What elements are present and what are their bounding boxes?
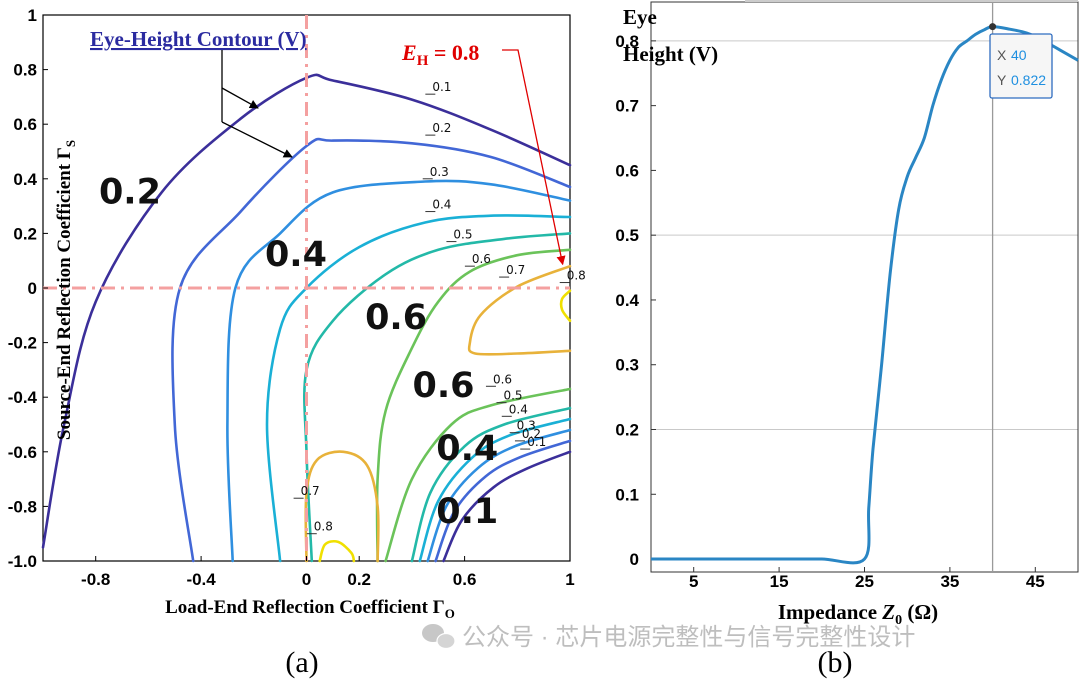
b-ytick-label: 0.4 [615, 291, 639, 310]
a-ytick-label: 0.6 [13, 115, 37, 134]
contour-label-1: 0.2 [432, 121, 451, 135]
panel-a-label: (a) [285, 646, 318, 679]
datatip-box [989, 33, 1053, 99]
b-xtick-label: 35 [940, 572, 959, 591]
datatip-tooltip: X 40 Y 0.822 [989, 33, 1053, 99]
lower-contour-0.1-5 [442, 450, 572, 563]
a-ytick-label: -0.2 [8, 334, 37, 353]
b-ytick-label: 0 [630, 550, 639, 569]
b-ytick-label: 0.7 [615, 97, 639, 116]
datatip-x-value: 40 [1011, 47, 1027, 63]
upper-contour-0.1-0 [41, 73, 572, 549]
contour-title: Eye-Height Contour (V) [90, 27, 307, 51]
a-xtick-label: -0.8 [81, 570, 110, 589]
a-ytick-label: -0.8 [8, 497, 37, 516]
region-label-0: 0.2 [99, 172, 161, 212]
eh-arrow [502, 49, 566, 266]
datatip-marker[interactable] [989, 23, 997, 31]
a-xtick-label: 0.2 [347, 570, 371, 589]
contour-label-7: 0.8 [567, 269, 586, 283]
contour-label-10: 0.4 [509, 402, 528, 416]
title-arrow-to-0.1 [221, 87, 259, 109]
contour-label-14: 0.7 [301, 484, 320, 498]
datatip-x-label: X [997, 47, 1007, 63]
contour-label-9: 0.5 [503, 389, 522, 403]
panel-a-ylabel: Source-End Reflection Coefficient ΓS [54, 140, 78, 440]
contour-label-8: 0.6 [493, 372, 512, 386]
panel-a-xlabel: Load-End Reflection Coefficient ΓO [165, 597, 455, 621]
panel-b-label: (b) [818, 646, 853, 679]
b-xtick-label: 45 [1026, 572, 1045, 591]
a-ytick-label: 0.8 [13, 61, 37, 80]
title-arrow-to-0.2 [221, 121, 293, 158]
b-ytick-label: 0.1 [615, 485, 639, 504]
lower-contour-0.4-2 [418, 417, 572, 563]
b-ytick-label: 0.8 [615, 32, 639, 51]
b-xtick-label: 25 [855, 572, 874, 591]
datatip-y-label: Y [997, 72, 1007, 88]
a-ytick-label: 0 [28, 279, 37, 298]
region-label-1: 0.4 [265, 235, 327, 275]
upper-contour-0.6-5 [375, 248, 572, 563]
contour-label-0: 0.1 [432, 80, 451, 94]
watermark-text: 公众号 · 芯片电源完整性与信号完整性设计 [462, 624, 915, 651]
a-xtick-label: 0.6 [453, 570, 477, 589]
lower-contour-0.2-4 [434, 439, 572, 563]
b-xtick-label: 15 [770, 572, 789, 591]
a-xtick-label: 0 [302, 570, 311, 589]
b-ytick-label: 0.2 [615, 421, 639, 440]
closed-contour-0.8-2 [318, 539, 356, 563]
a-xtick-label: -0.4 [186, 570, 216, 589]
a-ytick-label: -0.6 [8, 443, 37, 462]
upper-contour-0.2-1 [171, 137, 572, 563]
upper-contour-0.4-3 [265, 214, 572, 563]
contour-label-15: 0.8 [314, 520, 333, 534]
a-xtick-label: 1 [565, 570, 574, 589]
region-label-5: 0.1 [436, 492, 498, 532]
region-label-4: 0.4 [436, 429, 498, 469]
a-ytick-label: -1.0 [8, 552, 37, 571]
closed-contour-0.8-3 [559, 289, 572, 323]
contour-label-12: 0.2 [522, 427, 541, 441]
contour-label-2: 0.3 [430, 165, 449, 179]
lower-contour-0.5-1 [410, 406, 572, 563]
b-ytick-label: 0.3 [615, 356, 639, 375]
panel-b-ylabel-line2: Height (V) [623, 42, 718, 66]
eh-annotation-label: EH = 0.8 [401, 40, 479, 69]
eh-annotation: EH = 0.8 [401, 40, 566, 266]
region-label-2: 0.6 [365, 298, 427, 338]
b-ytick-label: 0.6 [615, 161, 639, 180]
contour-label-11: 0.3 [517, 419, 536, 433]
panel-b-ylabel-line1: Eye [623, 5, 657, 29]
panel-a-contour-chart: 0.10.20.30.40.50.60.7 0.80.60.50.40.30.20… [8, 6, 586, 679]
contour-label-6: 0.7 [506, 263, 525, 277]
contour-title-annotation: Eye-Height Contour (V) [90, 27, 307, 158]
b-ytick-label: 0.5 [615, 226, 639, 245]
upper-contour-0.3-2 [226, 179, 572, 563]
region-label-3: 0.6 [413, 366, 475, 406]
eye-height-series-line [650, 25, 1079, 565]
contour-label-3: 0.4 [432, 198, 451, 212]
contour-label-5: 0.6 [472, 252, 491, 266]
lower-contour-0.3-3 [426, 428, 572, 563]
a-ytick-label: -0.4 [8, 388, 38, 407]
datatip-y-value: 0.822 [1011, 72, 1046, 88]
wechat-logo-icon [422, 624, 456, 650]
b-xtick-label: 5 [689, 572, 698, 591]
contour-label-13: 0.1 [527, 435, 546, 449]
a-ytick-label: 0.2 [13, 224, 37, 243]
lower-contour-0.6-0 [384, 387, 572, 563]
contour-label-4: 0.5 [453, 228, 472, 242]
watermark: 公众号 · 芯片电源完整性与信号完整性设计 [422, 624, 915, 651]
panel-b-line-chart: 0 0.1 0.2 0.3 0.4 0.5 0.6 0.7 0.8 5 15 25 35 45 X 40… [615, 0, 1079, 679]
panel-b-xlabel: Impedance Z0 (Ω) [778, 600, 938, 628]
a-ytick-label: 1 [28, 6, 37, 25]
a-ytick-label: 0.4 [13, 170, 37, 189]
